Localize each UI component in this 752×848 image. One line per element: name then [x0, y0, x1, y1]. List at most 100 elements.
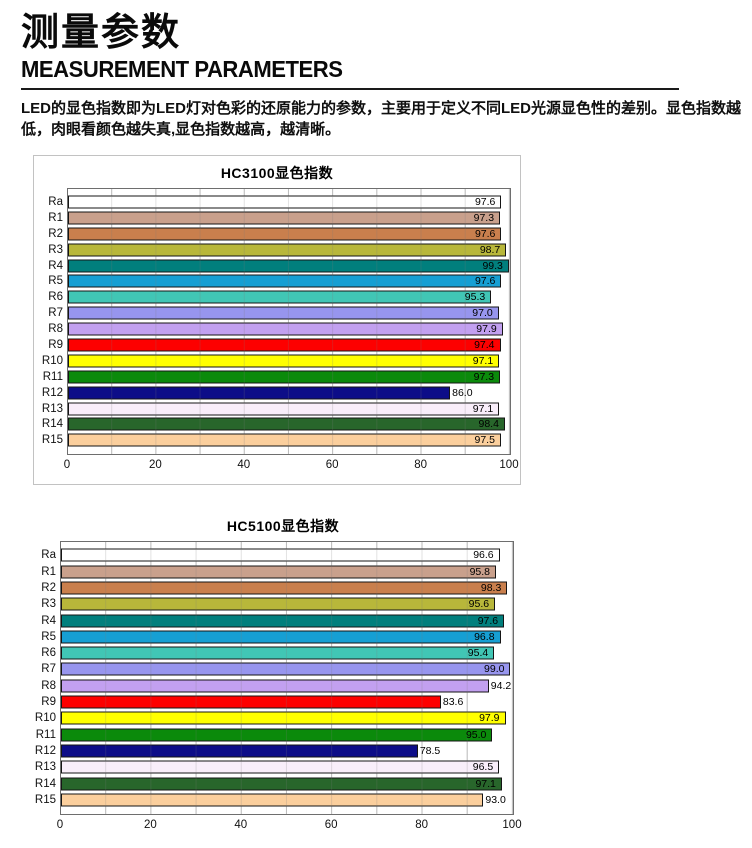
bar-value-label: 96.6 — [473, 549, 494, 562]
bar-value-label: 95.4 — [467, 647, 489, 660]
category-label: R8 — [41, 679, 56, 692]
chart-hc3100: HC3100显色指数 Ra 97.6 R1 97.3 R2 97.6 R3 98.7 R4 99.… — [33, 155, 521, 486]
bar — [61, 548, 500, 562]
bar-row: R12 86.0 — [42, 385, 510, 401]
bar-value-label: 97.1 — [472, 354, 494, 367]
x-tick-label: 60 — [324, 819, 338, 831]
category-label: R6 — [48, 291, 63, 304]
chart-title: HC3100显色指数 — [220, 165, 334, 181]
bar-row: R2 97.6 — [48, 226, 510, 242]
bar-value-label: 97.6 — [474, 195, 496, 208]
bar-row: R10 97.1 — [42, 353, 510, 369]
bar — [61, 679, 489, 693]
bar — [68, 370, 501, 384]
bar-row: R2 98.3 — [41, 580, 513, 596]
page-subtitle: MEASUREMENT PARAMETERS — [21, 56, 343, 82]
bar — [61, 565, 497, 579]
bar-row: R7 99.0 — [41, 661, 513, 677]
plot-area: Ra 97.6 R1 97.3 R2 97.6 R3 98.7 R4 99.3 R5 97.6 R6 95… — [42, 188, 511, 456]
bar — [68, 338, 501, 352]
chart-hc5100: HC5100显色指数 Ra 96.6 R1 95.8 R2 98.3 R3 95.6 R4 97.… — [27, 509, 539, 844]
category-label: R6 — [41, 647, 56, 660]
bar-value-label: 97.9 — [479, 712, 500, 725]
category-label: R3 — [48, 243, 63, 256]
bar — [68, 227, 502, 241]
x-tick-label: 100 — [502, 819, 522, 831]
category-label: R11 — [35, 728, 56, 741]
bar-row: R13 97.1 — [42, 401, 510, 417]
bar-row: R8 94.2 — [41, 678, 513, 694]
bar — [68, 259, 509, 272]
description-paragraph: LED的显色指数即为LED灯对色彩的还原能力的参数，主要用于定义不同LED光源显… — [21, 98, 752, 140]
bar — [68, 402, 500, 416]
bar-row: R14 98.4 — [42, 416, 510, 432]
bar-value-label: 97.3 — [473, 370, 495, 383]
bar — [61, 662, 511, 676]
bar-row: R9 97.4 — [48, 337, 510, 353]
bar — [61, 695, 441, 709]
bar-row: R11 95.0 — [36, 727, 513, 743]
bar-row: R9 83.6 — [41, 694, 513, 710]
category-label: R13 — [34, 761, 56, 774]
category-label: R9 — [41, 696, 56, 709]
category-label: R1 — [48, 211, 63, 224]
bar-value-label: 83.6 — [442, 696, 464, 709]
page-header: 测量参数 MEASUREMENT PARAMETERS LED的显色指数即为LE… — [0, 0, 752, 140]
category-label: R5 — [48, 275, 63, 288]
bar — [68, 211, 501, 225]
x-tick-label: 80 — [415, 819, 428, 831]
bar — [68, 306, 499, 320]
x-tick-label: 60 — [325, 459, 339, 472]
bar-value-label: 97.9 — [476, 323, 497, 336]
bar-row: R11 97.3 — [43, 369, 510, 385]
bar-value-label: 93.0 — [485, 793, 506, 806]
x-tick-label: 20 — [148, 459, 162, 472]
bar-value-label: 96.5 — [472, 761, 494, 774]
bar-row: R1 97.3 — [48, 210, 510, 226]
bar-value-label: 98.3 — [480, 581, 502, 594]
category-label: R4 — [41, 614, 56, 627]
bar-value-label: 97.0 — [472, 307, 493, 320]
category-label: Ra — [48, 195, 63, 208]
bar-row: R7 97.0 — [48, 305, 510, 321]
bar — [68, 354, 500, 368]
bar-row: R6 95.4 — [41, 645, 513, 661]
category-label: R10 — [34, 712, 56, 725]
bar-value-label: 95.3 — [464, 291, 486, 304]
bar-row: R1 95.8 — [41, 564, 513, 580]
category-label: R14 — [41, 418, 63, 431]
bar — [68, 243, 507, 257]
bar-row: R10 97.9 — [35, 710, 513, 726]
bar-value-label: 86.0 — [452, 386, 473, 399]
x-tick-label: 80 — [414, 459, 427, 472]
bar-value-label: 99.0 — [484, 663, 505, 676]
bar-value-label: 97.6 — [474, 227, 496, 240]
bar-value-label: 97.1 — [475, 777, 496, 790]
plot-area: Ra 96.6 R1 95.8 R2 98.3 R3 95.6 R4 97.6 R5 96.8 R6 95… — [35, 541, 514, 815]
bar — [68, 290, 492, 304]
category-label: R9 — [48, 338, 63, 351]
bar — [68, 322, 503, 336]
bar-value-label: 97.5 — [474, 434, 495, 447]
bar-row: R13 96.5 — [35, 759, 513, 775]
bar-value-label: 95.8 — [469, 565, 491, 578]
category-label: R7 — [41, 663, 56, 676]
x-tick-label: 40 — [234, 819, 248, 831]
bar-row: R8 97.9 — [48, 321, 510, 337]
bar — [68, 274, 502, 288]
chart-title: HC5100显色指数 — [226, 518, 340, 535]
bar — [61, 597, 496, 611]
x-axis: 0 20 40 60 80 100 — [56, 817, 522, 834]
bar-row: R3 98.7 — [48, 242, 510, 258]
bar — [68, 386, 451, 400]
category-label: Ra — [41, 549, 56, 562]
category-label: R7 — [48, 307, 63, 320]
category-label: R2 — [48, 227, 63, 240]
bar-value-label: 97.3 — [473, 211, 495, 224]
x-tick-label: 0 — [56, 819, 64, 831]
category-label: R1 — [41, 565, 56, 578]
x-axis: 0 20 40 60 80 100 — [64, 457, 519, 474]
bar — [61, 728, 493, 742]
category-label: R2 — [41, 581, 56, 594]
bar — [61, 711, 506, 725]
